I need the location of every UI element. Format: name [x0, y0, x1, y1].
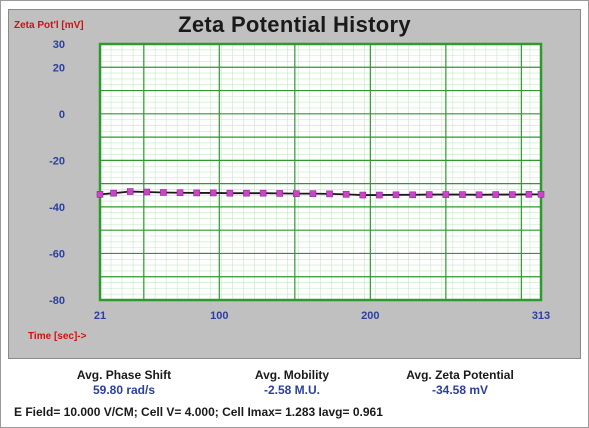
series-line [99, 190, 541, 196]
data-point [243, 189, 250, 197]
data-point [509, 191, 516, 198]
plot-border [98, 42, 543, 302]
data-point [126, 188, 134, 195]
data-point [160, 189, 167, 196]
data-point [475, 191, 483, 199]
avg-mobility-value: -2.58 M.U. [263, 383, 320, 397]
x-tick-label: 200 [361, 310, 379, 322]
data-point [226, 189, 234, 197]
avg-zeta-potential-label: Avg. Zeta Potential [406, 368, 514, 382]
data-point [143, 188, 151, 196]
chart-title: Zeta Potential History [178, 12, 411, 37]
x-tick-label: 21 [94, 310, 106, 322]
data-point [326, 190, 333, 198]
data-point [293, 190, 300, 197]
y-tick-label: -20 [49, 155, 65, 167]
data-point [525, 191, 533, 198]
data-point [259, 189, 267, 197]
data-point [209, 189, 217, 197]
data-point [309, 190, 317, 197]
data-point [193, 189, 200, 197]
data-point [392, 191, 400, 199]
data-point [359, 191, 367, 199]
data-point [342, 191, 350, 198]
data-point [176, 189, 184, 197]
y-tick-label: 20 [53, 62, 65, 74]
data-point [276, 190, 284, 197]
data-point [492, 191, 499, 198]
data-point [425, 191, 433, 198]
y-tick-label: 0 [59, 109, 65, 121]
y-tick-label: -80 [49, 295, 65, 307]
y-axis-label: Zeta Pot'l [mV] [14, 20, 84, 31]
data-point [459, 191, 466, 198]
data-point [96, 191, 104, 198]
x-tick-label: 313 [532, 310, 550, 322]
measurement-parameters: E Field= 10.000 V/CM; Cell V= 4.000; Cel… [14, 405, 383, 419]
data-point [442, 191, 450, 198]
y-tick-label: 30 [53, 39, 65, 51]
x-tick-label: 100 [210, 310, 228, 322]
data-point [110, 189, 117, 197]
avg-zeta-potential-value: -34.58 mV [431, 383, 489, 397]
x-axis-label: Time [sec]-> [28, 331, 87, 342]
data-point [409, 191, 416, 199]
avg-phase-shift-label: Avg. Phase Shift [76, 368, 172, 382]
avg-mobility-label: Avg. Mobility [254, 368, 330, 382]
data-point [537, 191, 545, 198]
data-point [376, 191, 383, 199]
y-tick-label: -60 [49, 248, 65, 260]
y-tick-label: -40 [49, 202, 65, 214]
avg-phase-shift-value: 59.80 rad/s [92, 383, 156, 397]
